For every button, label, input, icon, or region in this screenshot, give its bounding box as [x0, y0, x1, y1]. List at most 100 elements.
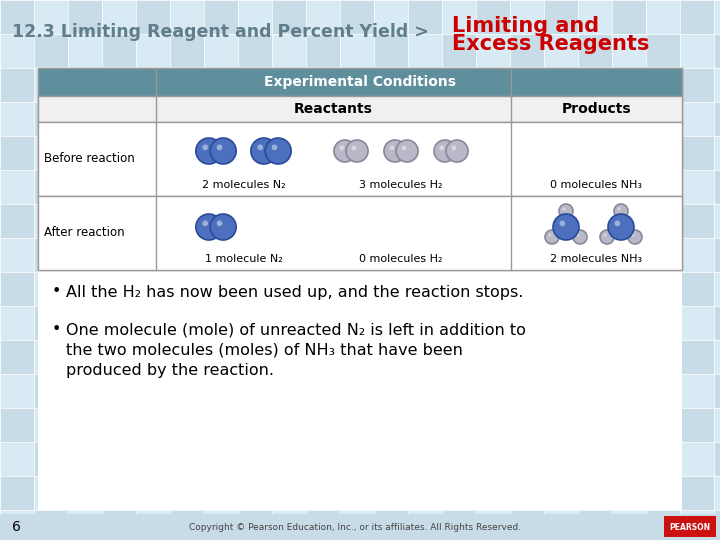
Bar — [612, 204, 646, 238]
Bar — [0, 476, 34, 510]
Bar — [646, 170, 680, 204]
Bar — [578, 102, 612, 136]
Text: PEARSON: PEARSON — [670, 523, 711, 531]
Bar — [408, 510, 442, 540]
Bar — [544, 442, 578, 476]
Bar — [510, 170, 544, 204]
Bar — [34, 510, 68, 540]
Bar — [340, 204, 374, 238]
Bar — [714, 204, 720, 238]
Bar — [680, 510, 714, 540]
Bar — [442, 374, 476, 408]
Bar — [680, 68, 714, 102]
Bar — [476, 510, 510, 540]
Bar — [136, 238, 170, 272]
Bar — [374, 272, 408, 306]
Circle shape — [346, 140, 368, 162]
Circle shape — [439, 145, 444, 150]
Bar — [306, 374, 340, 408]
Bar — [544, 306, 578, 340]
Bar — [408, 408, 442, 442]
Bar — [578, 34, 612, 68]
Bar — [680, 374, 714, 408]
Bar — [136, 476, 170, 510]
Bar — [238, 136, 272, 170]
Circle shape — [446, 140, 468, 162]
Bar — [272, 102, 306, 136]
Bar — [102, 34, 136, 68]
Bar — [34, 476, 68, 510]
Bar — [408, 68, 442, 102]
Bar — [510, 340, 544, 374]
Bar — [170, 408, 204, 442]
Bar — [306, 204, 340, 238]
Bar — [374, 476, 408, 510]
Bar — [612, 408, 646, 442]
Text: Reactants: Reactants — [294, 102, 373, 116]
Circle shape — [434, 140, 456, 162]
Bar — [544, 204, 578, 238]
Bar — [306, 34, 340, 68]
Bar — [38, 67, 682, 510]
Circle shape — [196, 138, 222, 164]
Bar — [476, 136, 510, 170]
Bar — [68, 306, 102, 340]
Bar — [170, 34, 204, 68]
Circle shape — [402, 145, 406, 150]
Bar — [204, 442, 238, 476]
Bar — [476, 476, 510, 510]
Circle shape — [271, 145, 277, 150]
Bar — [510, 34, 544, 68]
Circle shape — [351, 145, 356, 150]
Bar — [646, 102, 680, 136]
Circle shape — [257, 145, 263, 150]
Bar — [612, 170, 646, 204]
Bar — [102, 476, 136, 510]
Bar — [442, 238, 476, 272]
Bar — [272, 374, 306, 408]
Circle shape — [562, 207, 566, 211]
Text: 2 molecules N₂: 2 molecules N₂ — [202, 180, 286, 190]
Bar — [408, 34, 442, 68]
Bar — [170, 476, 204, 510]
Bar — [0, 408, 34, 442]
Bar — [680, 408, 714, 442]
Bar — [476, 204, 510, 238]
Circle shape — [210, 138, 236, 164]
Circle shape — [549, 233, 552, 237]
Bar — [442, 408, 476, 442]
Bar — [38, 122, 682, 196]
Circle shape — [614, 204, 628, 218]
Bar — [578, 0, 612, 34]
Text: All the H₂ has now been used up, and the reaction stops.: All the H₂ has now been used up, and the… — [66, 285, 523, 300]
Circle shape — [600, 230, 614, 244]
Bar — [680, 476, 714, 510]
Bar — [680, 306, 714, 340]
Bar — [340, 510, 374, 540]
Bar — [68, 476, 102, 510]
Text: 0 molecules NH₃: 0 molecules NH₃ — [551, 180, 642, 190]
Bar — [680, 34, 714, 68]
Bar — [102, 170, 136, 204]
Bar — [38, 68, 682, 96]
Bar — [306, 136, 340, 170]
Bar — [34, 340, 68, 374]
Bar — [0, 374, 34, 408]
Bar — [238, 442, 272, 476]
Bar — [204, 136, 238, 170]
Bar — [408, 340, 442, 374]
Bar — [0, 514, 720, 540]
Bar — [238, 102, 272, 136]
Bar — [544, 272, 578, 306]
Bar — [646, 0, 680, 34]
Bar — [374, 102, 408, 136]
Bar — [646, 306, 680, 340]
Text: One molecule (mole) of unreacted N₂ is left in addition to: One molecule (mole) of unreacted N₂ is l… — [66, 322, 526, 338]
Bar — [442, 170, 476, 204]
Bar — [272, 204, 306, 238]
Bar — [476, 238, 510, 272]
Bar — [374, 68, 408, 102]
Bar — [374, 170, 408, 204]
Bar — [646, 238, 680, 272]
Bar — [646, 272, 680, 306]
